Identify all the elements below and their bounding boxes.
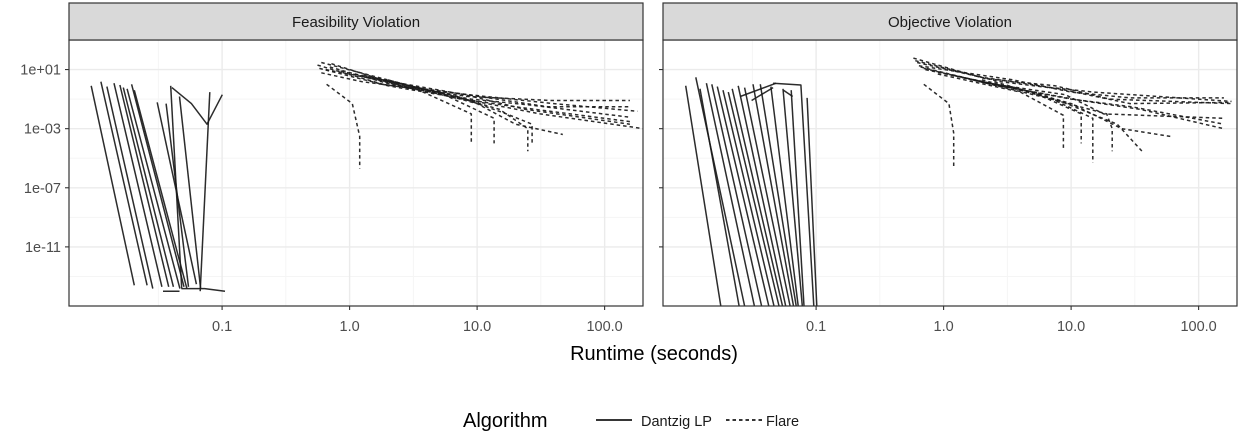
x-tick-label-10-0: 10.0 <box>1057 319 1085 335</box>
series-line-dantzig-lp-19 <box>773 82 815 306</box>
x-tick-label-10-0: 10.0 <box>463 319 491 335</box>
x-tick-label-0-1: 0.1 <box>806 319 826 335</box>
series-group <box>90 61 643 292</box>
series-line-dantzig-lp-2 <box>699 88 740 306</box>
grid <box>69 40 643 306</box>
y-axis-tick-labels: 1e+01 1e-03 1e-07 1e-11 <box>20 63 61 256</box>
legend-label-flare: Flare <box>766 414 799 430</box>
facet-strip-label-feasibility-violation: Feasibility Violation <box>292 14 420 31</box>
series-line-dantzig-lp-18 <box>739 82 777 98</box>
series-line-dantzig-lp-10 <box>743 87 791 306</box>
series-line-dantzig-lp-11 <box>169 85 183 289</box>
series-line-flare-32 <box>972 79 1113 152</box>
series-line-dantzig-lp-14 <box>782 88 804 306</box>
series-line-dantzig-lp-14 <box>181 287 226 292</box>
series-line-dantzig-lp-3 <box>113 83 163 287</box>
x-axis-tick-labels: 0.1 1.0 10.0 100.0 0.1 1.0 10.0 100.0 <box>212 319 1217 335</box>
y-tick-label-1e-01: 1e+01 <box>20 63 61 79</box>
series-line-dantzig-lp-4 <box>119 84 170 287</box>
series-line-dantzig-lp-16 <box>806 97 818 306</box>
series-line-dantzig-lp-20 <box>783 89 794 98</box>
x-tick-label-1-0: 1.0 <box>934 319 954 335</box>
plot-background <box>69 40 643 306</box>
series-line-dantzig-lp-7 <box>130 84 185 287</box>
y-tick-label-1e-07: 1e-07 <box>24 181 61 197</box>
series-line-flare-29 <box>387 79 563 136</box>
series-line-dantzig-lp-2 <box>106 86 154 289</box>
series-line-dantzig-lp-0 <box>90 85 136 286</box>
y-tick-label-1e-03: 1e-03 <box>24 122 61 138</box>
series-line-dantzig-lp-6 <box>722 90 775 306</box>
series-line-dantzig-lp-4 <box>711 84 763 306</box>
series-line-dantzig-lp-5 <box>716 86 770 306</box>
facet-panel-feasibility-violation: Feasibility Violation <box>65 2 644 310</box>
series-line-flare-28 <box>923 83 955 169</box>
series-line-dantzig-lp-0 <box>684 85 722 306</box>
series-line-flare-34 <box>994 80 1171 138</box>
series-line-dantzig-lp-1 <box>695 77 746 306</box>
series-line-dantzig-lp-1 <box>100 81 148 286</box>
series-line-flare-19 <box>325 68 630 123</box>
series-group <box>684 57 1232 306</box>
legend-label-dantzig-lp: Dantzig LP <box>641 414 712 430</box>
series-line-dantzig-lp-13 <box>770 86 799 306</box>
series-line-dantzig-lp-3 <box>705 83 756 306</box>
series-line-dantzig-lp-11 <box>752 84 795 306</box>
series-line-dantzig-lp-7 <box>727 91 780 306</box>
legend-title: Algorithm <box>463 410 547 431</box>
x-tick-label-100-0: 100.0 <box>1180 319 1216 335</box>
series-line-flare-24 <box>326 83 361 169</box>
series-line-flare-17 <box>317 64 643 130</box>
grid <box>663 40 1237 306</box>
series-line-dantzig-lp-12 <box>178 96 202 289</box>
series-line-flare-30 <box>953 74 1082 144</box>
series-line-flare-25 <box>340 70 473 144</box>
series-line-flare-28 <box>371 76 533 144</box>
legend: Algorithm Dantzig LP Flare <box>463 410 799 431</box>
series-line-dantzig-lp-5 <box>122 87 175 287</box>
x-tick-label-1-0: 1.0 <box>340 319 360 335</box>
series-line-dantzig-lp-12 <box>759 84 797 306</box>
facet-panels: Feasibility Violation Objective Violation <box>65 2 1238 310</box>
series-line-dantzig-lp-15 <box>171 87 223 125</box>
facet-panel-objective-violation: Objective Violation <box>659 2 1238 310</box>
series-line-flare-23 <box>916 61 1232 105</box>
series-line-dantzig-lp-9 <box>737 85 787 306</box>
series-line-flare-22 <box>329 66 630 108</box>
x-tick-label-0-1: 0.1 <box>212 319 232 335</box>
plot-background <box>663 40 1237 306</box>
series-line-flare-23 <box>319 67 630 102</box>
series-line-flare-21 <box>913 57 1232 105</box>
series-line-dantzig-lp-15 <box>790 90 805 306</box>
series-line-dantzig-lp-16 <box>199 92 211 292</box>
series-line-dantzig-lp-17 <box>751 86 774 102</box>
x-axis-title: Runtime (seconds) <box>570 343 738 365</box>
facet-strip-label-objective-violation: Objective Violation <box>888 14 1012 31</box>
series-line-dantzig-lp-8 <box>133 90 188 289</box>
y-tick-label-1e-11: 1e-11 <box>25 240 61 256</box>
series-line-flare-18 <box>321 61 631 125</box>
facet-strip <box>662 2 1238 41</box>
series-line-dantzig-lp-6 <box>126 88 181 289</box>
x-tick-label-100-0: 100.0 <box>586 319 622 335</box>
series-line-flare-29 <box>937 73 1065 148</box>
series-line-flare-27 <box>363 74 529 152</box>
facet-strip <box>68 2 644 41</box>
series-line-dantzig-lp-8 <box>731 88 784 306</box>
